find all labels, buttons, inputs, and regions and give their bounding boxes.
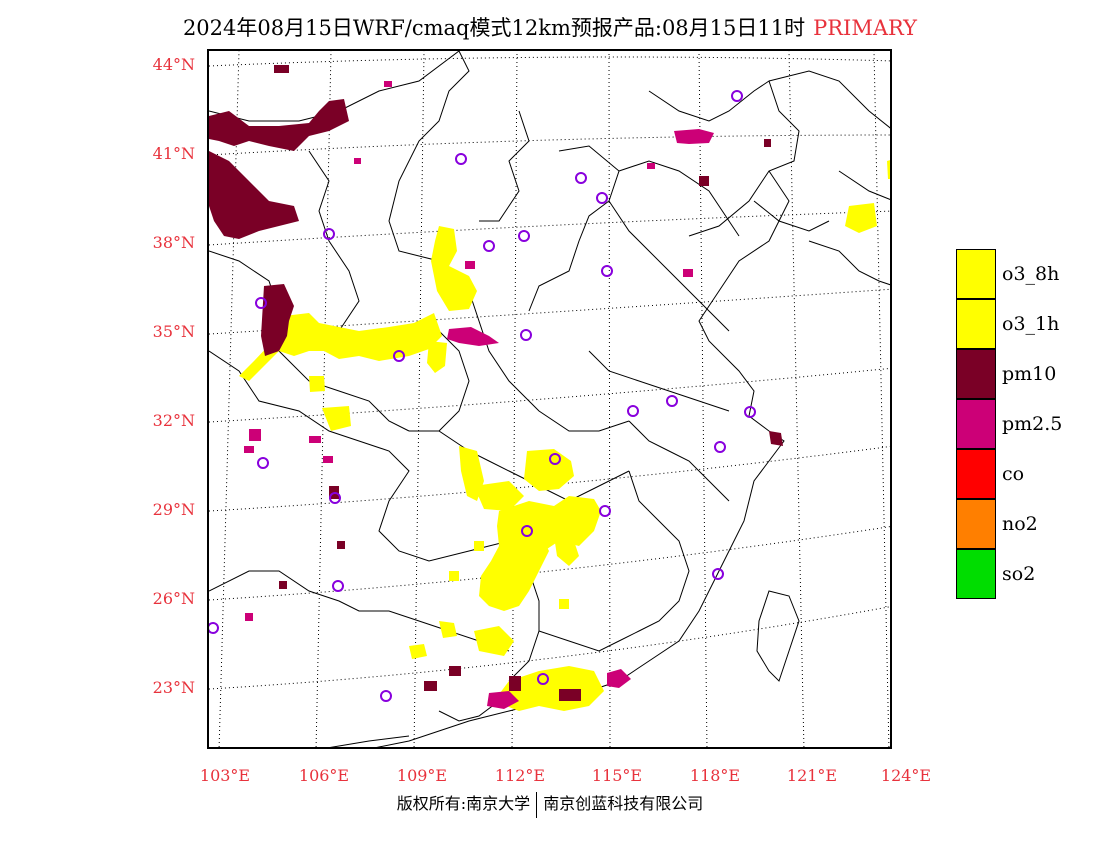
map-canvas	[209, 51, 890, 747]
longitude-gridlines	[218, 51, 890, 747]
footer-divider	[536, 791, 538, 818]
legend-swatch-o3-8h	[956, 249, 996, 299]
legend-swatch-so2	[956, 549, 996, 599]
legend-label-pm10: pm10	[1002, 363, 1057, 385]
lat-label-23n: 23°N	[152, 678, 195, 697]
lon-label-109e: 109°E	[396, 766, 448, 785]
lat-label-29n: 29°N	[152, 500, 195, 519]
footer-left: 版权所有:南京大学	[396, 794, 531, 813]
legend-label-no2: no2	[1002, 513, 1038, 535]
province-borders	[209, 51, 890, 747]
lon-label-112e: 112°E	[494, 766, 546, 785]
legend-label-o3-8h: o3_8h	[1002, 263, 1060, 285]
legend-swatch-pm10	[956, 349, 996, 399]
lon-label-124e: 124°E	[880, 766, 932, 785]
legend-swatch-o3-1h	[956, 299, 996, 349]
copyright-footer: 版权所有:南京大学 南京创蓝科技有限公司	[0, 790, 1100, 818]
legend-label-so2: so2	[1002, 563, 1036, 585]
latitude-gridlines	[209, 56, 890, 690]
lat-label-38n: 38°N	[152, 233, 195, 252]
station-markers	[209, 90, 756, 702]
map-title: 2024年08月15日WRF/cmaq模式12km预报产品:08月15日11时 P…	[0, 12, 1100, 42]
lon-label-121e: 121°E	[786, 766, 838, 785]
legend-swatch-no2	[956, 499, 996, 549]
map-frame	[207, 49, 892, 749]
pm25-areas	[244, 81, 714, 709]
lat-label-44n: 44°N	[152, 55, 195, 74]
lat-label-26n: 26°N	[152, 589, 195, 608]
legend-label-pm25: pm2.5	[1002, 413, 1063, 435]
lon-label-115e: 115°E	[591, 766, 643, 785]
lat-label-35n: 35°N	[152, 322, 195, 341]
lon-label-106e: 106°E	[298, 766, 350, 785]
legend-label-o3-1h: o3_1h	[1002, 313, 1060, 335]
footer-right: 南京创蓝科技有限公司	[543, 794, 704, 813]
lon-label-118e: 118°E	[689, 766, 741, 785]
legend-swatch-co	[956, 449, 996, 499]
legend-label-co: co	[1002, 463, 1025, 485]
legend-swatch-pm25	[956, 399, 996, 449]
lat-label-41n: 41°N	[152, 144, 195, 163]
lat-label-32n: 32°N	[152, 411, 195, 430]
o3-areas	[239, 160, 890, 711]
title-tag: PRIMARY	[813, 16, 918, 40]
title-main: 2024年08月15日WRF/cmaq模式12km预报产品:08月15日11时	[182, 16, 806, 40]
lon-label-103e: 103°E	[199, 766, 251, 785]
